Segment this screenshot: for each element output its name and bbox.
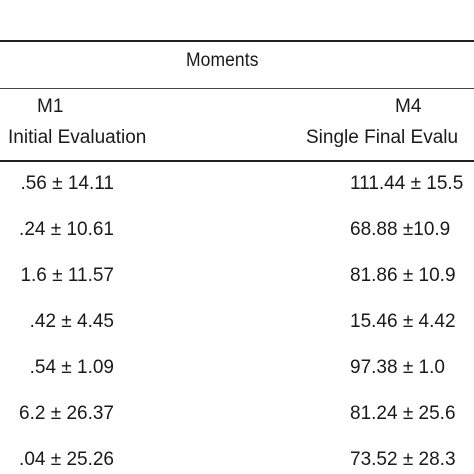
cell-m4: 81.24 ± 25.6 <box>350 403 456 424</box>
cell-m1: .24 ± 10.61 <box>19 219 114 240</box>
table-top-rule <box>0 40 474 42</box>
cell-m1: 1.6 ± 11.57 <box>20 265 114 286</box>
group-header-moments: Moments <box>186 50 259 71</box>
cell-m1: 6.2 ± 26.37 <box>19 403 114 424</box>
cell-m1: .54 ± 1.09 <box>29 357 114 378</box>
cell-m1: .56 ± 14.11 <box>20 173 114 194</box>
cell-m4: 111.44 ± 15.5 <box>350 173 464 194</box>
cell-m1: .04 ± 25.26 <box>19 449 114 470</box>
column-header-m4-name: Single Final Evalu <box>306 127 459 148</box>
cell-m4: 97.38 ± 1.0 <box>350 357 445 378</box>
cell-m4: 73.52 ± 28.3 <box>350 449 456 470</box>
column-header-m1-name: Initial Evaluation <box>8 127 147 148</box>
cell-m4: 81.86 ± 10.9 <box>350 265 456 286</box>
cell-m4: 68.88 ±10.9 <box>350 219 451 240</box>
column-header-m4-code: M4 <box>395 96 422 117</box>
group-header-rule <box>0 88 474 89</box>
cell-m1: .42 ± 4.45 <box>29 311 114 332</box>
cell-m4: 15.46 ± 4.42 <box>350 311 456 332</box>
column-header-m1-code: M1 <box>37 96 64 117</box>
header-bottom-rule <box>0 160 474 162</box>
